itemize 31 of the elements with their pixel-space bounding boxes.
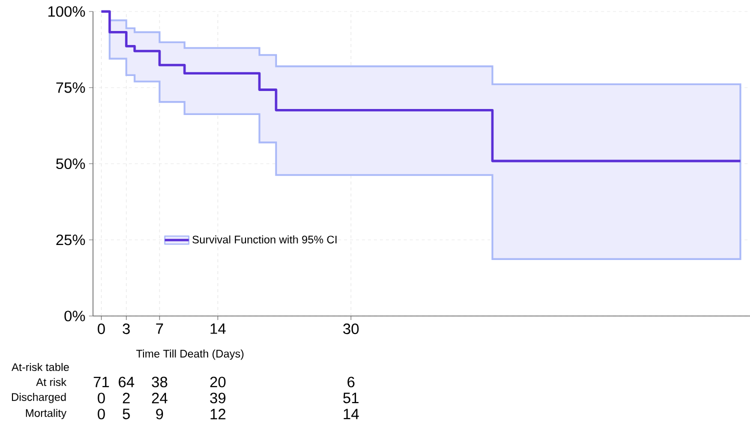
text: 14 (344, 408, 359, 420)
x-axis-title: Time Till Death (Days) (136, 350, 244, 360)
y-tick-label: 75% (56, 82, 85, 93)
y-tick-label: 25% (56, 234, 85, 246)
text: 9 (156, 408, 164, 420)
text: 5 (122, 408, 130, 420)
x-tick-label: 30 (343, 324, 359, 334)
text: 71 (94, 376, 109, 388)
text: 0 (98, 408, 105, 420)
x-tick-label: 3 (122, 324, 130, 334)
text: Mortality (26, 408, 66, 420)
text: 6 (348, 376, 354, 388)
y-tick-label: 100% (48, 6, 85, 17)
text: 2 (122, 392, 130, 404)
text: 12 (210, 408, 226, 420)
text: At-risk table (12, 362, 69, 372)
x-tick-label: 0 (98, 324, 105, 334)
y-tick-label: 0% (64, 310, 85, 322)
text: Discharged (12, 392, 66, 404)
text: 39 (210, 392, 226, 404)
text: 24 (152, 392, 168, 404)
text: 38 (152, 376, 168, 388)
x-tick-label: 14 (210, 324, 226, 334)
text: 0 (98, 392, 105, 404)
text: 51 (343, 392, 359, 404)
y-tick-label: 50% (56, 158, 85, 170)
text: At risk (36, 378, 66, 386)
x-tick-label: 7 (156, 324, 163, 334)
legend-label: Survival Function with 95% CI (192, 235, 337, 244)
text: 20 (210, 376, 226, 388)
text: 64 (118, 376, 134, 388)
